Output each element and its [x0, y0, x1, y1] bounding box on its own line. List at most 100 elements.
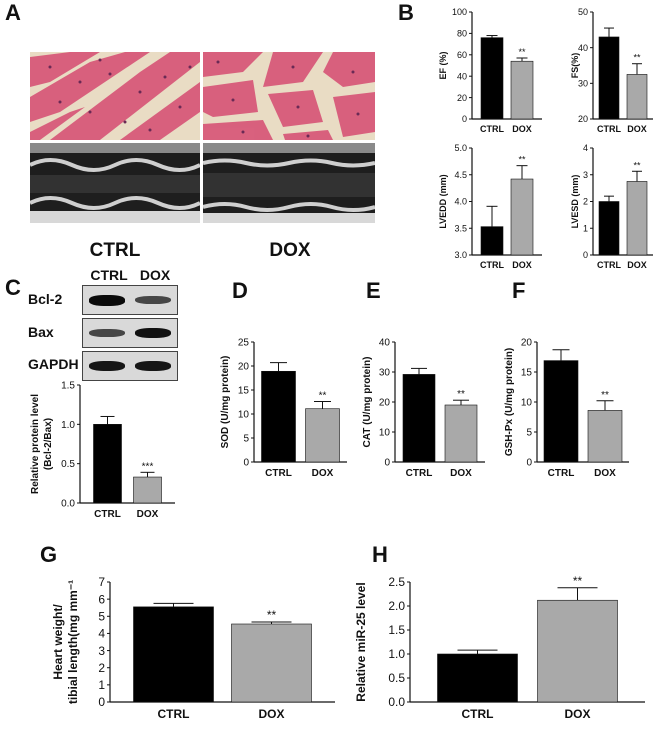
bar-b2-ctrl	[598, 36, 620, 120]
panel-letter-f: F	[512, 278, 526, 303]
significance-mark-c: ***	[142, 461, 154, 472]
significance-mark-b4: **	[633, 160, 641, 170]
wb-band-label-bax: Bax	[28, 324, 54, 340]
y-tick-label-h: 2.5	[388, 575, 405, 589]
x-tick-label-b2: DOX	[627, 124, 647, 134]
y-axis-label-b3: LVEDD (mm)	[438, 174, 448, 228]
y-tick-label-g: 4	[98, 627, 105, 641]
bar-b4-dox	[626, 181, 648, 256]
y-tick-label-f: 15	[521, 368, 533, 379]
y-axis-label-b1: EF (%)	[438, 51, 448, 79]
bar-b1-ctrl	[480, 37, 504, 120]
ctrl-label: CTRL	[89, 240, 141, 261]
y-tick-label-e: 0	[384, 458, 390, 469]
y-tick-label-c: 1.0	[61, 420, 75, 431]
panel-letter-a: A	[5, 0, 21, 25]
bar-c-ctrl	[93, 424, 122, 504]
bar-b3-ctrl	[480, 226, 504, 256]
y-tick-label-d: 20	[238, 362, 250, 373]
x-tick-label-b1: DOX	[512, 124, 532, 134]
bar-f-dox	[587, 410, 623, 463]
wb-band	[135, 295, 171, 305]
y-tick-label-b2: 40	[578, 43, 588, 53]
significance-mark-e: **	[457, 389, 465, 400]
y-axis-label2-g: tibial length(mg mm⁻¹	[66, 580, 80, 704]
wb-box-gapdh	[82, 351, 178, 381]
y-axis-label-h: Relative miR-25 level	[354, 582, 368, 701]
histology-ctrl-image	[30, 52, 200, 140]
wb-band	[89, 360, 125, 372]
x-tick-label-g: DOX	[258, 707, 284, 721]
bar-b4-ctrl	[598, 201, 620, 256]
y-tick-label-h: 2.0	[388, 599, 405, 613]
y-tick-label-g: 7	[98, 575, 105, 589]
y-tick-label-e: 40	[379, 338, 391, 349]
histology-dox-image	[203, 52, 375, 140]
y-tick-label-b1: 60	[457, 50, 467, 60]
y-tick-label-b3: 3.0	[454, 250, 467, 260]
y-axis-label-b2: FS(%)	[570, 53, 580, 79]
bar-h-dox	[537, 599, 618, 703]
y-axis-label-e: CAT (U/mg protein)	[362, 357, 373, 448]
y-tick-label-b1: 80	[457, 29, 467, 39]
panel-letter-c: C	[5, 275, 21, 300]
x-tick-label-e: DOX	[450, 468, 472, 479]
x-tick-label-b4: CTRL	[597, 260, 621, 270]
y-tick-label-g: 3	[98, 644, 105, 658]
panel-letter-d: D	[232, 278, 248, 303]
y-tick-label-b4: 0	[583, 250, 588, 260]
y-tick-label-d: 0	[243, 458, 249, 469]
wb-band	[89, 294, 125, 306]
y-tick-label-f: 0	[526, 458, 532, 469]
y-tick-label-b1: 40	[457, 71, 467, 81]
x-tick-label-c: CTRL	[94, 509, 121, 520]
x-tick-label-c: DOX	[137, 509, 159, 520]
bar-d-ctrl	[261, 370, 296, 463]
y-tick-label-c: 0.5	[61, 459, 75, 470]
y-tick-label-c: 0.0	[61, 499, 75, 510]
wb-box-bax	[82, 318, 178, 348]
y-tick-label-g: 1	[98, 678, 105, 692]
y-tick-label-c: 1.5	[61, 381, 75, 392]
y-tick-label-b4: 3	[583, 170, 588, 180]
y-axis-label-g: Heart weight/	[51, 604, 65, 680]
y-tick-label-b4: 1	[583, 223, 588, 233]
y-tick-label-h: 1.0	[388, 647, 405, 661]
y-tick-label-h: 0.0	[388, 695, 405, 709]
y-axis-label2-c: (Bcl-2/Bax)	[43, 418, 54, 470]
wb-band	[135, 360, 171, 372]
x-tick-label-b4: DOX	[627, 260, 647, 270]
y-tick-label-f: 5	[526, 428, 532, 439]
y-tick-label-e: 30	[379, 368, 391, 379]
y-tick-label-b1: 100	[452, 7, 467, 17]
x-tick-label-b2: CTRL	[597, 124, 621, 134]
y-axis-label-f: GSH-Px (U/mg protein)	[504, 348, 515, 456]
significance-mark-d: **	[319, 391, 327, 402]
panel-letter-g: G	[40, 542, 58, 567]
y-tick-label-b2: 20	[578, 114, 588, 124]
y-tick-label-d: 15	[238, 386, 250, 397]
echo-dox-image	[203, 143, 375, 223]
x-tick-label-e: CTRL	[406, 468, 433, 479]
significance-mark-h: **	[573, 574, 583, 588]
bar-f-ctrl	[543, 360, 579, 463]
y-tick-label-b3: 4.0	[454, 197, 467, 207]
x-tick-label-h: CTRL	[462, 707, 494, 721]
significance-mark-f: **	[601, 390, 609, 401]
y-tick-label-g: 2	[98, 661, 105, 675]
panel-letter-h: H	[372, 542, 388, 567]
x-tick-label-h: DOX	[564, 707, 590, 721]
y-axis-label-b4: LVESD (mm)	[570, 175, 580, 229]
y-tick-label-b1: 20	[457, 93, 467, 103]
significance-mark-b3: **	[518, 155, 526, 165]
dox-label: DOX	[269, 240, 311, 261]
x-tick-label-d: DOX	[312, 468, 334, 479]
bar-e-dox	[444, 404, 478, 463]
significance-mark-b2: **	[633, 53, 641, 63]
y-axis-label-d: SOD (U/mg protein)	[220, 356, 231, 449]
y-tick-label-g: 5	[98, 609, 105, 623]
x-tick-label-f: DOX	[594, 468, 616, 479]
x-tick-label-d: CTRL	[265, 468, 292, 479]
x-tick-label-b1: CTRL	[480, 124, 504, 134]
